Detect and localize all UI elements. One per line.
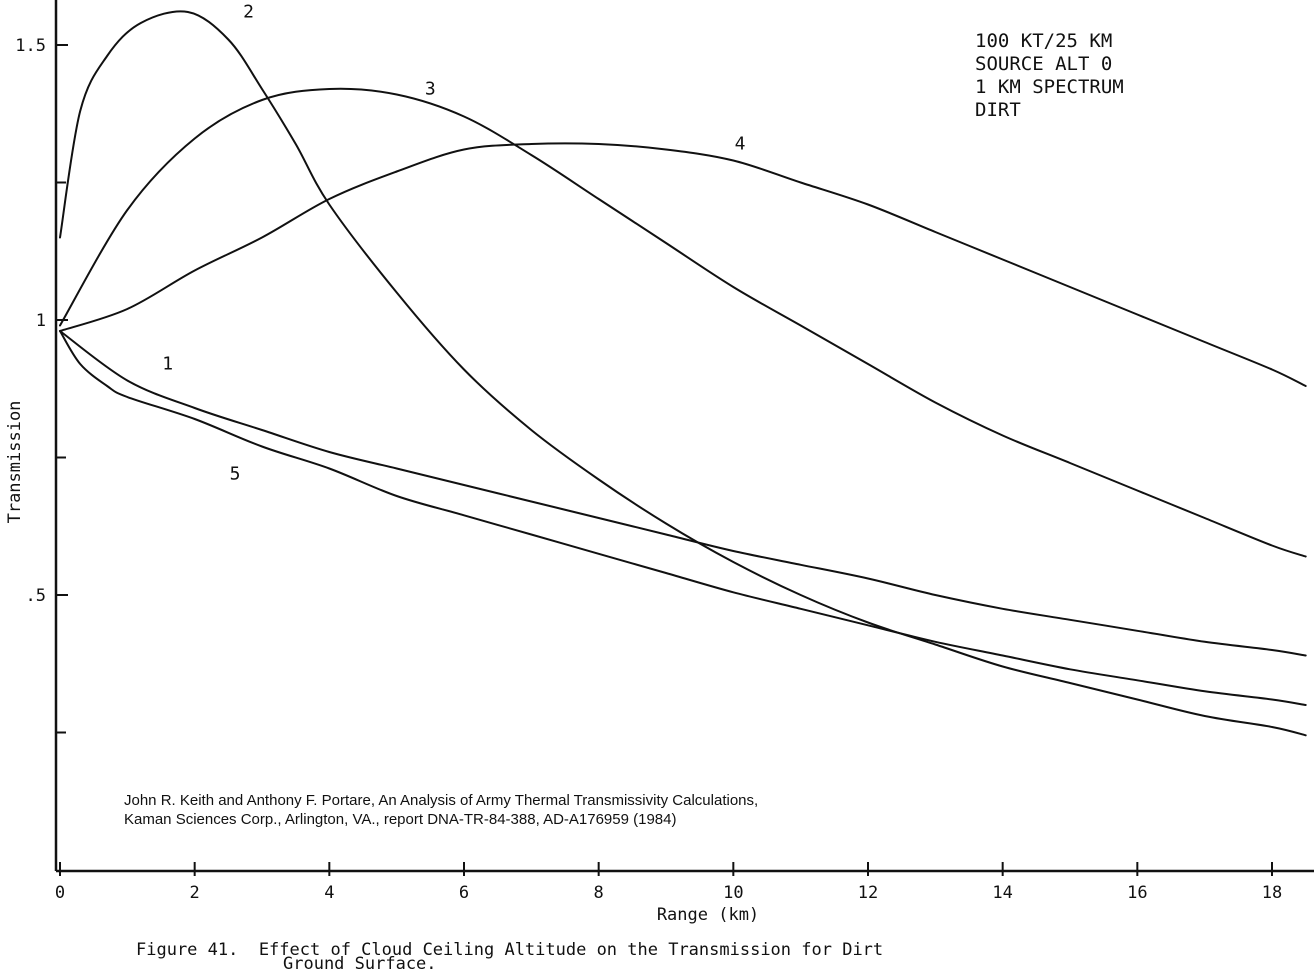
legend-line: DIRT [975, 99, 1021, 121]
x-tick-label: 6 [459, 883, 469, 903]
series-labels: 1 2 3 4 5 [162, 2, 745, 485]
axis-ticks: 0 2 4 6 8 10 12 14 16 181.51.5 [15, 36, 1282, 903]
figure-caption: Figure 41. Effect of Cloud Ceiling Altit… [136, 940, 883, 974]
series-label-1: 1 [162, 354, 173, 375]
caption-line: Figure 41. Effect of Cloud Ceiling Altit… [136, 940, 883, 960]
x-tick-label: 16 [1127, 883, 1147, 903]
series-label-5: 5 [230, 464, 241, 485]
x-tick-label: 12 [858, 883, 878, 903]
series-line-4 [59, 142, 1307, 387]
series-line-1 [59, 330, 1307, 657]
x-tick-label: 18 [1262, 883, 1282, 903]
x-tick-label: 2 [190, 883, 200, 903]
caption-line: Ground Surface. [283, 954, 437, 974]
legend-line: 1 KM SPECTRUM [975, 76, 1124, 98]
x-tick-label: 8 [594, 883, 604, 903]
y-axis-label: Transmission [5, 401, 25, 524]
condition-legend: 100 KT/25 KM SOURCE ALT 0 1 KM SPECTRUM … [975, 30, 1124, 121]
x-axis-label: Range (km) [657, 905, 759, 925]
y-tick-label: .5 [26, 586, 46, 606]
legend-line: SOURCE ALT 0 [975, 53, 1112, 75]
x-tick-label: 14 [992, 883, 1012, 903]
series-line-2 [59, 10, 1307, 737]
series-label-4: 4 [735, 134, 746, 155]
citation: John R. Keith and Anthony F. Portare, An… [124, 792, 758, 828]
citation-line: Kaman Sciences Corp., Arlington, VA., re… [124, 811, 677, 828]
series-label-3: 3 [425, 79, 436, 100]
x-tick-label: 0 [55, 883, 65, 903]
legend-line: 100 KT/25 KM [975, 30, 1112, 52]
series-layer [59, 10, 1307, 737]
x-tick-label: 4 [324, 883, 334, 903]
x-tick-label: 10 [723, 883, 743, 903]
citation-line: John R. Keith and Anthony F. Portare, An… [124, 792, 758, 809]
series-line-3 [59, 87, 1307, 558]
series-line-5 [59, 330, 1307, 706]
y-tick-label: 1.5 [15, 36, 46, 56]
y-tick-label: 1 [36, 311, 46, 331]
series-label-2: 2 [243, 2, 254, 23]
